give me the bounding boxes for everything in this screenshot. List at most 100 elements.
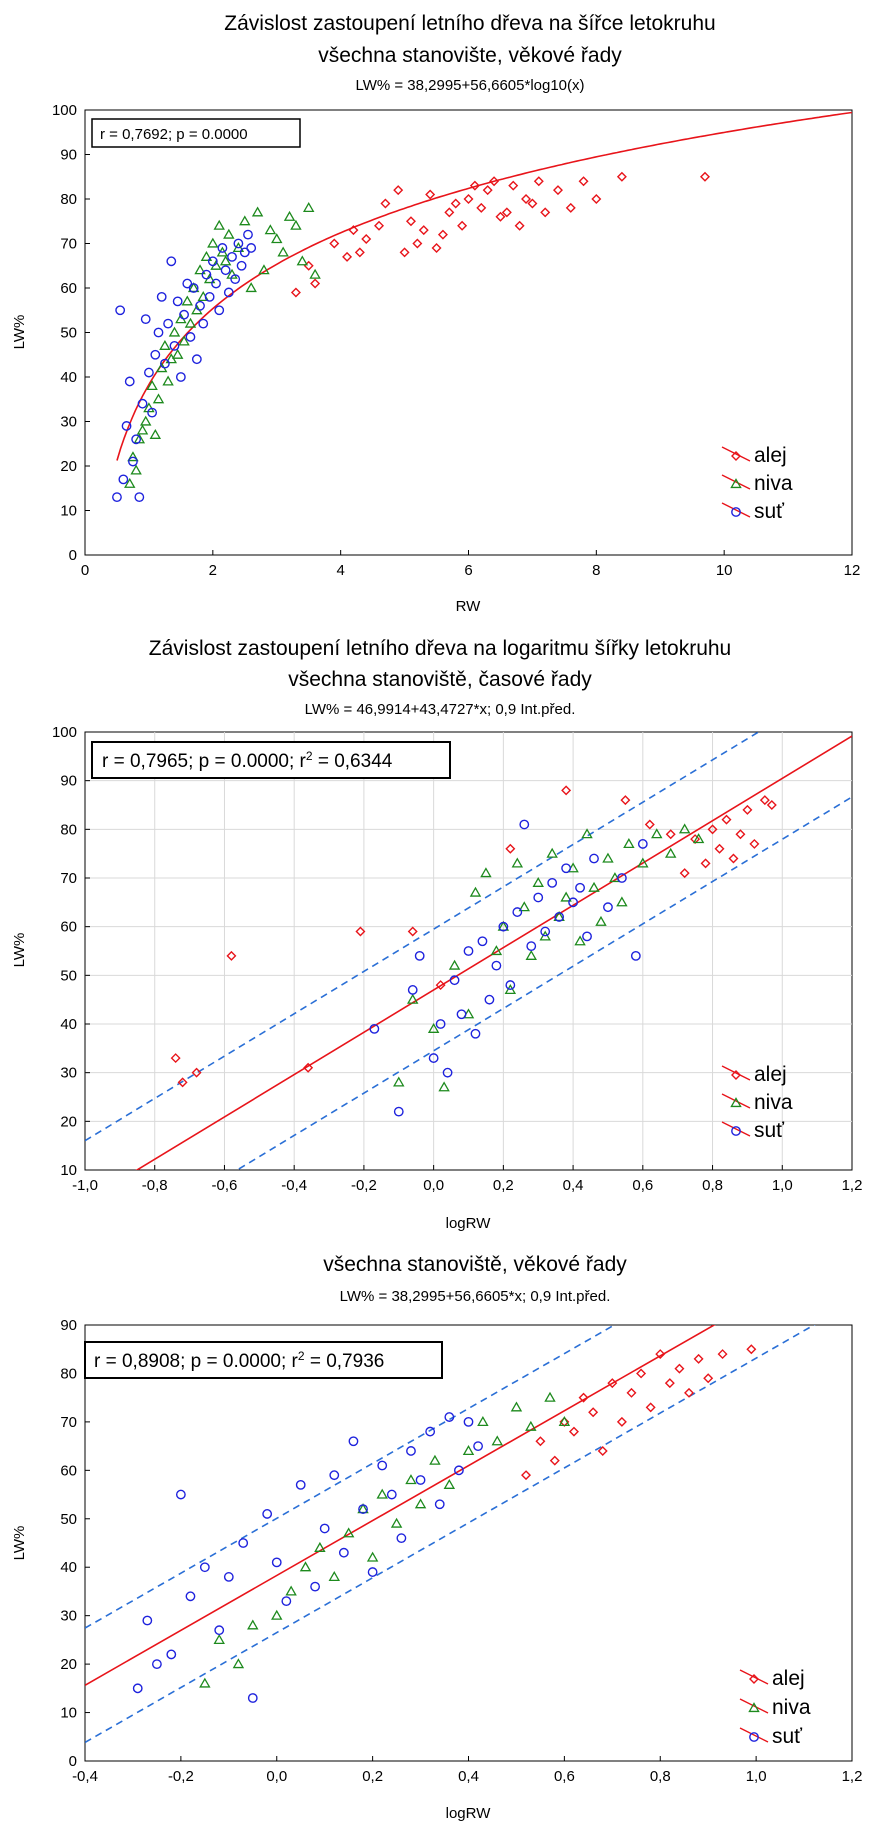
point-circle (456, 1009, 467, 1020)
x-tick-label: 8 (592, 562, 600, 579)
point-triangle (251, 206, 264, 217)
point-circle (393, 1106, 404, 1117)
point-triangle (511, 857, 524, 868)
chart-2-grid (85, 732, 852, 1170)
point-circle (207, 256, 218, 267)
point-triangle (302, 201, 315, 213)
chart-2-ylabel: LW% (11, 933, 28, 968)
y-tick-label: 10 (60, 1162, 77, 1179)
point-triangle (616, 896, 628, 907)
point-triangle (560, 891, 572, 902)
y-tick-label: 50 (60, 325, 77, 342)
point-diamond (191, 1067, 202, 1078)
point-triangle (199, 1677, 211, 1688)
point-circle (568, 897, 578, 908)
x-tick-label: 0,2 (493, 1177, 514, 1194)
point-circle (199, 1562, 210, 1573)
x-tick-label: -0,4 (281, 1177, 307, 1194)
point-circle (540, 926, 551, 937)
chart-2-legend: alej niva suť (721, 1063, 793, 1142)
point-circle (630, 950, 641, 961)
point-circle (247, 1693, 258, 1703)
point-diamond (693, 1353, 704, 1364)
point-diamond (348, 225, 359, 236)
legend-label: niva (754, 472, 793, 495)
point-diamond (636, 1368, 647, 1379)
chart-1-subtitle: všechna stanovište, věkové řady (318, 44, 622, 67)
y-tick-label: 100 (52, 102, 77, 119)
point-diamond (616, 1416, 627, 1427)
legend-label: suť (772, 1725, 803, 1748)
point-diamond (418, 225, 429, 236)
point-diamond (591, 194, 602, 204)
y-tick-label: 100 (52, 724, 77, 741)
point-triangle (271, 1609, 283, 1620)
point-circle (239, 247, 250, 258)
point-circle (175, 1489, 186, 1500)
y-tick-label: 40 (60, 1559, 77, 1576)
point-diamond (616, 171, 627, 182)
point-triangle (588, 881, 600, 892)
chart-2-xlabel: logRW (446, 1215, 492, 1232)
y-tick-label: 20 (60, 1113, 77, 1130)
point-circle (246, 243, 257, 253)
point-circle (377, 1460, 388, 1471)
point-triangle (357, 1503, 369, 1514)
point-diamond (540, 207, 551, 218)
point-circle (153, 327, 164, 338)
point-circle (463, 946, 474, 956)
point-circle (172, 296, 183, 307)
point-diamond (664, 1378, 675, 1389)
point-triangle (159, 339, 171, 350)
point-diamond (355, 926, 366, 937)
point-circle (188, 283, 199, 293)
point-triangle (342, 1527, 355, 1538)
chart-2-stats: r = 0,7965; p = 0.0000; r2 = 0,6344 (102, 749, 393, 772)
x-tick-label: 1,0 (772, 1177, 793, 1194)
point-diamond (552, 185, 563, 196)
point-diamond (700, 171, 710, 182)
point-circle (220, 265, 231, 276)
point-circle (163, 318, 173, 329)
point-circle (166, 256, 177, 267)
point-diamond (703, 1373, 714, 1384)
x-tick-label: 0,0 (266, 1768, 287, 1785)
x-tick-label: -0,8 (142, 1177, 168, 1194)
point-circle (166, 1649, 177, 1660)
point-triangle (296, 255, 309, 266)
point-circle (230, 274, 241, 284)
x-tick-label: 0,8 (702, 1177, 723, 1194)
point-diamond (342, 251, 353, 262)
point-circle (454, 1465, 464, 1476)
point-circle (262, 1509, 273, 1519)
legend-marker (731, 1070, 741, 1080)
y-tick-label: 80 (60, 1365, 77, 1382)
point-circle (281, 1596, 292, 1607)
point-circle (512, 907, 523, 917)
point-triangle (328, 1571, 340, 1582)
x-tick-label: 10 (716, 562, 733, 579)
point-triangle (277, 246, 289, 257)
point-diamond (508, 180, 519, 191)
legend-line (721, 1093, 751, 1109)
point-diamond (501, 207, 512, 218)
point-circle (217, 243, 228, 253)
point-circle (238, 1538, 249, 1548)
chart-1-title: Závislost zastoupení letního dřeva na ší… (224, 12, 715, 35)
point-circle (233, 238, 244, 249)
chart-3-stats-sup: 2 (298, 1349, 305, 1363)
point-diamond (620, 795, 631, 806)
point-triangle (469, 886, 482, 897)
point-circle (444, 1412, 455, 1422)
y-tick-label: 20 (60, 458, 77, 475)
point-triangle (390, 1517, 403, 1528)
prediction-band-lower (85, 1325, 816, 1744)
y-tick-label: 70 (60, 870, 77, 887)
point-circle (195, 300, 205, 311)
point-triangle (271, 233, 283, 244)
point-triangle (171, 348, 184, 359)
point-diamond (700, 858, 711, 869)
point-triangle (194, 264, 206, 275)
point-circle (533, 892, 544, 903)
point-circle (554, 912, 565, 922)
